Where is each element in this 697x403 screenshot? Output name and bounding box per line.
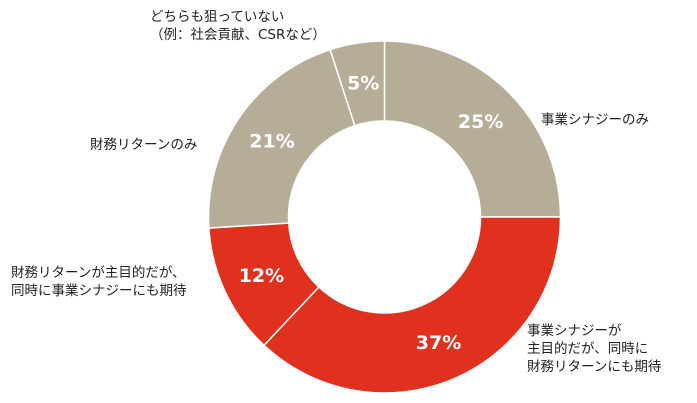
- slice-value-label: 5%: [347, 73, 379, 95]
- donut-slice: [329, 40, 386, 127]
- slice-value-label: 21%: [249, 131, 294, 153]
- label-neither: どちらも狙っていない （例：社会貢献、CSRなど）: [150, 8, 326, 44]
- label-line: （例：社会貢献、CSRなど）: [150, 27, 326, 43]
- donut-slice: [262, 216, 562, 394]
- label-financial-only: 財務リターンのみ: [90, 137, 198, 153]
- donut-slice: [383, 40, 562, 218]
- donut-slice: [207, 48, 356, 229]
- label-line: 主目的だが、同時に: [527, 341, 649, 357]
- label-line: どちらも狙っていない: [150, 9, 285, 25]
- label-line: 事業シナジーが: [527, 323, 622, 339]
- label-synergy-only: 事業シナジーのみ: [541, 112, 649, 128]
- slice-value-label: 12%: [239, 265, 284, 287]
- label-line: 財務リターンが主目的だが、: [11, 265, 186, 281]
- label-line: 同時に事業シナジーにも期待: [11, 283, 187, 299]
- label-synergy-main: 事業シナジーが 主目的だが、同時に 財務リターンにも期待: [527, 322, 661, 376]
- label-line: 財務リターンにも期待: [527, 359, 662, 375]
- label-financial-main: 財務リターンが主目的だが、 同時に事業シナジーにも期待: [11, 264, 187, 300]
- slice-value-label: 25%: [458, 111, 503, 133]
- slice-value-label: 37%: [416, 332, 461, 354]
